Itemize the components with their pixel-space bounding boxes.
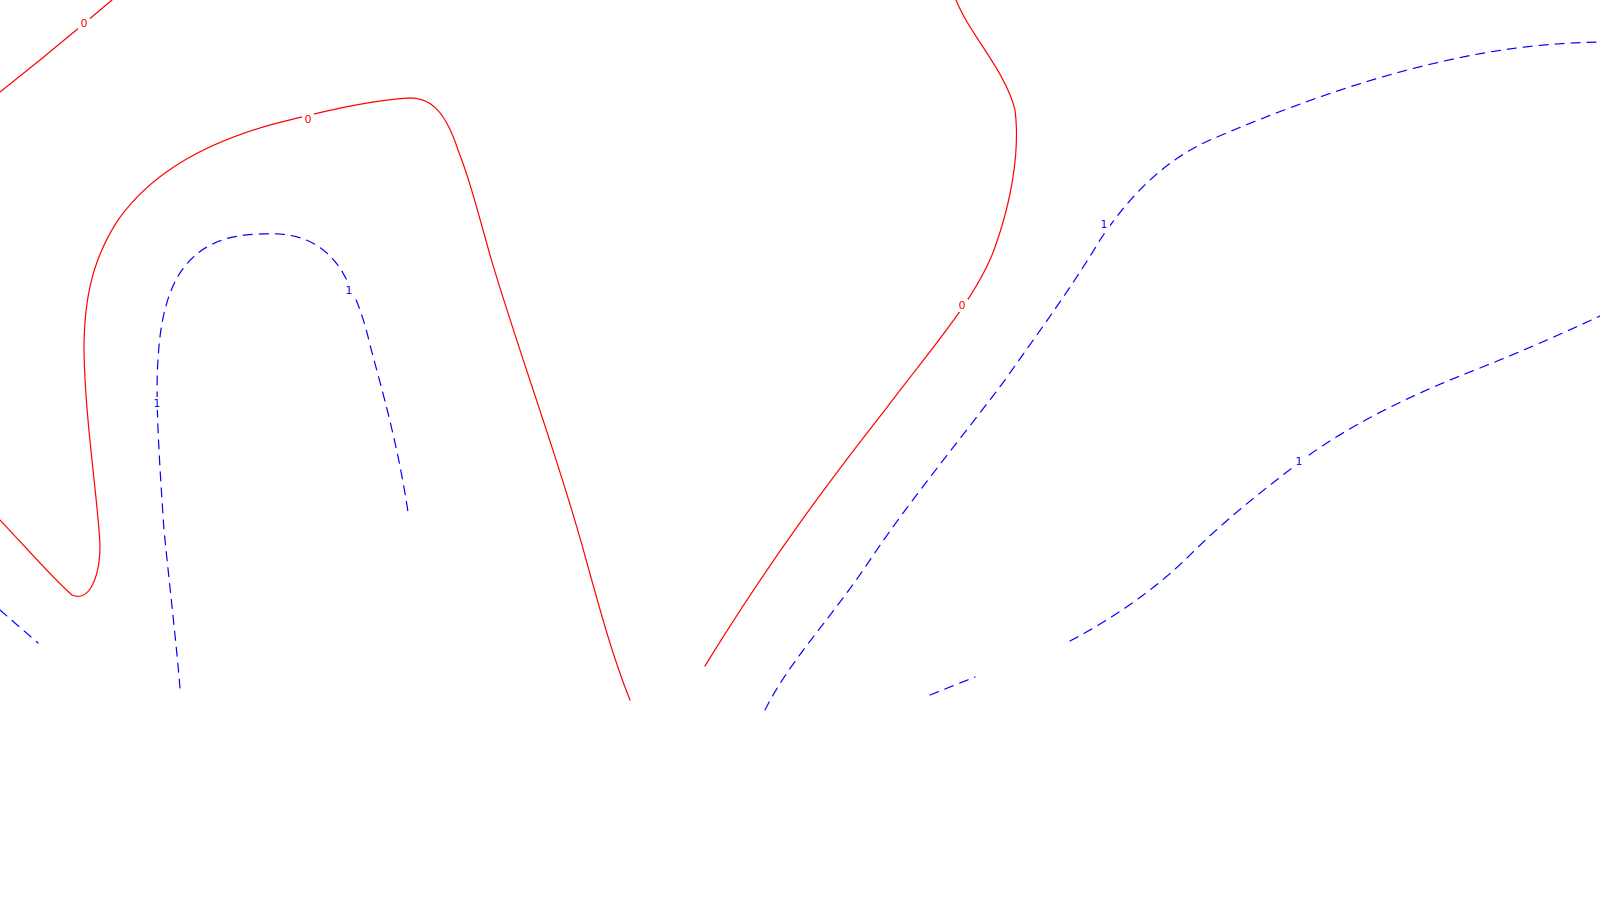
contour-line-1-bottom-left-stub — [0, 609, 39, 644]
contour-label-1-left-arch-left: 1 — [151, 397, 163, 410]
contour-line-1-right-main — [1069, 315, 1600, 642]
contour-line-0-left-loop — [0, 97, 631, 701]
svg-text:0: 0 — [959, 299, 966, 312]
contour-labels: 0 0 0 1 1 1 1 — [78, 17, 1305, 468]
svg-text:1: 1 — [346, 284, 353, 297]
svg-text:0: 0 — [81, 17, 88, 30]
contour-label-0-center: 0 — [956, 299, 968, 312]
contour-group-level-1 — [0, 41, 1600, 711]
contour-line-1-diagonal — [764, 41, 1600, 711]
contour-line-0-center — [704, 0, 1018, 667]
svg-text:1: 1 — [1296, 455, 1303, 468]
svg-text:1: 1 — [154, 397, 161, 410]
contour-label-1-left-arch-right: 1 — [343, 284, 355, 297]
contour-line-0-top-left — [0, 0, 113, 93]
contour-label-0-left-loop: 0 — [302, 113, 314, 126]
svg-text:0: 0 — [305, 113, 312, 126]
contour-label-0-top-left: 0 — [78, 17, 90, 30]
contour-label-1-diagonal: 1 — [1098, 218, 1110, 231]
contour-label-1-right: 1 — [1293, 455, 1305, 468]
contour-line-1-right — [929, 676, 976, 696]
contour-line-1-left-arch — [156, 233, 409, 689]
contour-group-level-0 — [0, 0, 1018, 701]
svg-text:1: 1 — [1101, 218, 1108, 231]
